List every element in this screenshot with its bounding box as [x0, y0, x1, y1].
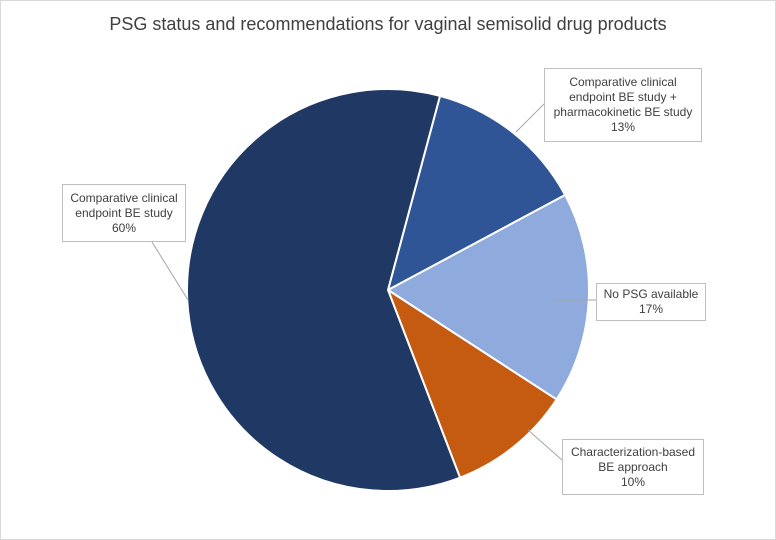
callout-value: 13%	[610, 120, 636, 134]
callout-label-line: Comparative clinical	[569, 75, 677, 89]
leader-line-clinical-plus-pk	[515, 99, 549, 133]
pie-slice-clinical	[186, 88, 462, 492]
callout-value: 60%	[111, 220, 137, 235]
callout-label-line: pharmacokinetic BE study	[553, 105, 693, 119]
callout-no-psg: No PSG available 17%	[596, 283, 706, 321]
leader-line-clinical	[151, 241, 189, 301]
chart-title: PSG status and recommendations for vagin…	[109, 14, 667, 34]
callout-characterization: Characterization-based BE approach 10%	[562, 439, 704, 495]
callout-value: 10%	[620, 474, 646, 489]
pie-slice-clinical-plus-pk	[386, 94, 567, 292]
callout-label-line: BE approach	[598, 459, 668, 474]
callout-label-line: endpoint BE study +	[569, 90, 677, 104]
callout-label-line: Comparative clinical	[70, 190, 178, 205]
callout-label-line: Characterization-based	[570, 444, 696, 459]
callout-value: 17%	[638, 302, 664, 316]
pie-slice-characterization	[385, 287, 558, 479]
callout-clinical-plus-pk: Comparative clinical endpoint BE study +…	[544, 68, 702, 142]
callout-clinical: Comparative clinical endpoint BE study 6…	[62, 184, 186, 242]
callout-label-line: endpoint BE study	[75, 205, 173, 220]
pie-slice-no-psg	[386, 193, 590, 401]
leader-line-characterization	[527, 429, 563, 461]
callout-label-line: No PSG available	[603, 287, 699, 301]
